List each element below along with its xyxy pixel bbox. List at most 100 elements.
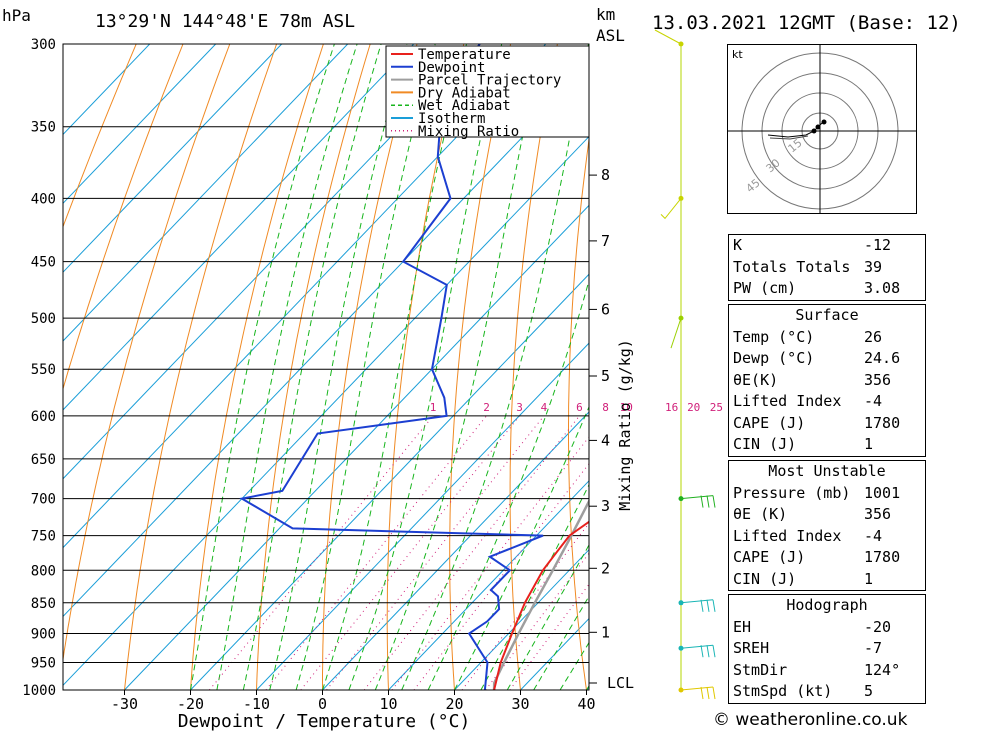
- mixing-ratio-line: [509, 583, 589, 690]
- pressure-tick-label: 400: [31, 191, 56, 207]
- legend-entry-label: Dewpoint: [418, 60, 485, 76]
- mixing-ratio-labels: 1 2 3 4 6 8 10 16 20 25: [430, 401, 723, 414]
- mixing-ratio-line: [363, 415, 580, 690]
- mu-row: θE (K) 356: [733, 505, 892, 523]
- index-row-pw: PW (cm) 3.08: [733, 279, 901, 297]
- dry-adiabat-line: [63, 44, 137, 229]
- parcel-trajectory-path: [492, 498, 589, 690]
- pressure-tick-label: 550: [31, 362, 56, 378]
- wet-adiabat-line: [454, 405, 589, 690]
- temperature-tick-label: 30: [511, 695, 529, 713]
- copyright-link[interactable]: © weatheronline.co.uk: [713, 710, 908, 730]
- isotherm-line: [63, 135, 589, 687]
- altitude-tick-label: 8: [601, 166, 610, 184]
- hodograph-ring-45: 45: [744, 176, 763, 195]
- mixing-ratio-line: [300, 415, 520, 690]
- dewpoint-path: [239, 44, 544, 690]
- surface-row: Dewp (°C) 24.6: [733, 349, 901, 367]
- datetime-title: 13.03.2021 12GMT (Base: 12): [652, 12, 961, 34]
- wind-barb-flag: [700, 599, 704, 612]
- hodograph-unit-label: kt: [732, 48, 743, 61]
- dry-adiabat-line: [568, 136, 589, 690]
- mixing-ratio-line: [413, 462, 589, 690]
- mixing-ratio-label: 8: [602, 401, 609, 414]
- dry-adiabat-line: [509, 44, 558, 690]
- hodo-row: StmSpd (kt) 5: [733, 682, 874, 700]
- wet-adiabat-line: [427, 278, 589, 690]
- surface-row: Temp (°C) 26: [733, 327, 883, 346]
- isotherm-line: [63, 66, 589, 618]
- most-unstable-title: Most Unstable: [768, 462, 886, 480]
- wind-barb-flag: [712, 686, 716, 700]
- wind-barb-flag: [706, 645, 710, 658]
- isotherm-line: [63, 44, 151, 136]
- hodograph-plot: kt 15 30 45: [728, 45, 916, 213]
- isotherm-line: [388, 480, 589, 690]
- temperature-tick-label: -20: [177, 695, 204, 713]
- temperature-path: [493, 520, 589, 690]
- altitude-tick-label: 5: [601, 367, 610, 385]
- wind-barb: [670, 317, 682, 349]
- pressure-tick-label: 700: [31, 492, 56, 508]
- wind-barb-flag: [700, 495, 704, 508]
- pressure-tick-label: 450: [31, 255, 56, 271]
- surface-row: CIN (J) 1: [733, 435, 874, 453]
- hodograph-point: [815, 124, 821, 130]
- wind-barb-flag: [706, 686, 710, 700]
- hodograph-title: Hodograph: [786, 596, 868, 614]
- indices-table-top: K -12 Totals Totals 39 PW (cm) 3.08: [728, 234, 926, 301]
- surface-title: Surface: [795, 306, 859, 324]
- wet-adiabat-line: [242, 44, 382, 690]
- temperature-tick-label: -10: [243, 695, 270, 713]
- pressure-tick-label: 850: [31, 596, 56, 612]
- legend-entry-label: Dry Adiabat: [418, 85, 511, 101]
- legend-entry-label: Mixing Ratio: [418, 124, 519, 140]
- wind-barb: [680, 599, 714, 604]
- mixing-ratio-label: 3: [516, 401, 523, 414]
- mu-row: Lifted Index -4: [733, 526, 883, 545]
- legend-entry-label: Temperature: [418, 47, 511, 63]
- surface-row: CAPE (J) 1780: [733, 413, 901, 432]
- mixing-ratio-label: 4: [541, 401, 548, 414]
- wind-barb-flag: [712, 645, 716, 658]
- temperature-tick-label: 20: [445, 695, 463, 713]
- hodo-row: SREH -7: [733, 639, 883, 657]
- mu-row: CIN (J) 1: [733, 569, 874, 588]
- mixing-ratio-axis-label: Mixing Ratio (g/kg): [616, 339, 634, 511]
- wind-barb-flag: [712, 495, 716, 508]
- dry-adiabat-line: [190, 44, 324, 690]
- temperature-tick-label: 40: [577, 695, 595, 713]
- plot-frame: [62, 43, 590, 691]
- isotherm-line: [63, 44, 283, 273]
- wind-barb: [680, 686, 714, 691]
- temperature-tick-label: 10: [379, 695, 397, 713]
- dry-adiabat-line: [63, 44, 231, 663]
- mu-row: CAPE (J) 1780: [733, 548, 901, 566]
- mixing-ratio-lines: [209, 415, 589, 690]
- altitude-tick-label: 6: [601, 300, 610, 318]
- dry-adiabat-line: [124, 44, 278, 690]
- wind-barb-flag: [700, 686, 704, 700]
- legend-entry-label: Wet Adiabat: [418, 98, 511, 114]
- wind-barb: [680, 495, 714, 500]
- legend-entry-label: Isotherm: [418, 111, 485, 127]
- hpa-label: hPa: [2, 6, 31, 25]
- hodograph-point: [811, 128, 817, 134]
- altitude-tick-label: 7: [601, 232, 610, 250]
- wet-adiabat-line: [322, 44, 467, 690]
- hodograph-table: Hodograph EH -20 SREH -7 StmDir 124° StmSpd…: [728, 594, 926, 704]
- hodograph-point: [821, 119, 827, 125]
- legend-entry-label: Parcel Trajectory: [418, 73, 561, 89]
- dry-adiabat-line: [680, 44, 719, 690]
- wet-adiabat-line: [348, 44, 503, 690]
- mixing-ratio-label: 10: [620, 401, 633, 414]
- temperature-tick-label: -30: [111, 695, 138, 713]
- isotherm-line: [63, 44, 481, 480]
- surface-table: Surface Temp (°C) 26 Dewp (°C) 24.6 θE(K) 3…: [728, 304, 926, 457]
- most-unstable-table: Most Unstable Pressure (mb) 1001 θE (K) 35…: [728, 460, 926, 591]
- dry-adiabat-line: [979, 44, 1000, 690]
- hodo-row: EH -20: [733, 617, 892, 636]
- pressure-tick-label: 750: [31, 529, 56, 545]
- isotherm-line: [124, 204, 589, 690]
